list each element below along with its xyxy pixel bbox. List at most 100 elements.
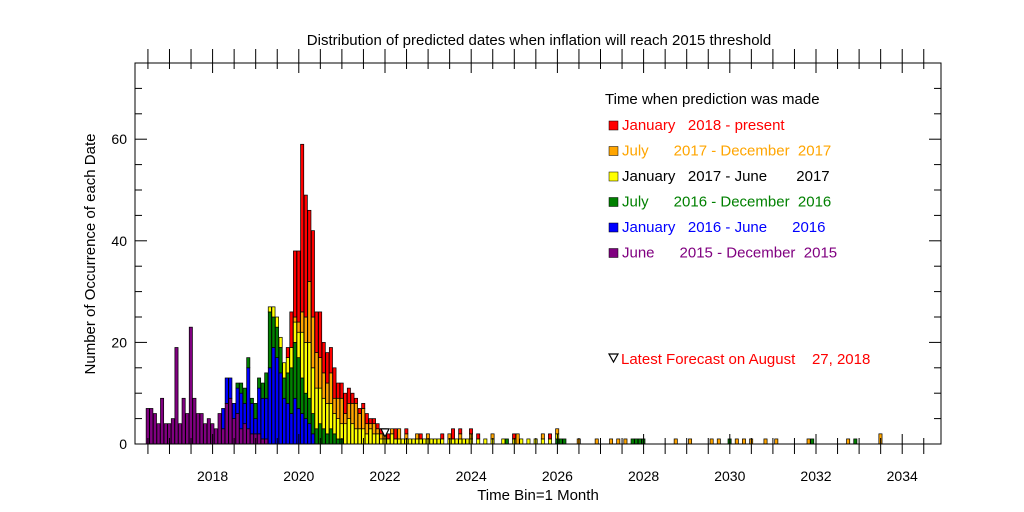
bar-series-5 — [361, 403, 366, 409]
bar-series-0 — [264, 438, 269, 445]
bar-series-4 — [350, 403, 355, 425]
bar-series-3 — [278, 336, 283, 348]
bar-series-4 — [310, 316, 315, 369]
bar-series-3 — [307, 342, 312, 399]
bar-series-4 — [368, 423, 373, 430]
bar-series-4 — [616, 438, 621, 445]
bar-series-3 — [386, 438, 391, 445]
bar-series-3 — [519, 438, 524, 445]
bar-series-5 — [285, 347, 290, 358]
bar-series-1 — [231, 403, 236, 419]
bar-series-5 — [418, 433, 423, 440]
bar-series-3 — [465, 438, 470, 445]
bar-series-1 — [221, 408, 226, 430]
bar-series-4 — [415, 433, 420, 440]
bar-series-4 — [361, 408, 366, 430]
bar-series-1 — [310, 433, 315, 445]
bar-series-1 — [235, 387, 240, 414]
legend: Time when prediction was made January 20… — [605, 91, 837, 262]
plot-frame — [134, 62, 942, 445]
bar-series-3 — [458, 438, 463, 445]
bar-series-4 — [594, 438, 599, 445]
bar-series-3 — [375, 433, 380, 445]
bar-series-5 — [368, 418, 373, 425]
bar-series-3 — [267, 306, 272, 313]
bar-series-5 — [476, 433, 481, 440]
bar-series-1 — [242, 403, 247, 425]
bar-series-4 — [742, 438, 746, 445]
legend-swatch — [608, 222, 619, 233]
bar-series-4 — [763, 438, 768, 445]
chart-title: Distribution of predicted dates when inf… — [307, 32, 771, 49]
bar-series-3 — [325, 403, 330, 435]
bar-series-3 — [310, 367, 315, 414]
bar-series-0 — [246, 428, 251, 445]
bar-series-0 — [221, 428, 226, 445]
legend-label: June 2015 - December 2015 — [622, 245, 837, 262]
bar-series-3 — [339, 423, 344, 440]
bar-series-2 — [296, 357, 301, 409]
bar-series-5 — [343, 392, 348, 414]
y-tick-label: 0 — [119, 436, 127, 452]
bar-series-4 — [307, 281, 312, 343]
bar-series-5 — [375, 423, 380, 430]
bar-series-5 — [469, 428, 473, 435]
bar-series-0 — [181, 397, 186, 445]
bar-series-5 — [300, 143, 305, 313]
legend-label: January 2017 - June 2017 — [622, 168, 830, 185]
legend-swatch — [608, 197, 619, 207]
bar-series-1 — [239, 392, 244, 430]
bar-series-4 — [397, 428, 402, 440]
bar-series-3 — [343, 423, 348, 445]
bar-series-0 — [160, 397, 165, 445]
bar-series-3 — [433, 438, 438, 445]
bar-series-0 — [239, 428, 244, 445]
bar-series-0 — [188, 326, 193, 445]
bar-series-4 — [515, 433, 520, 445]
bar-series-3 — [275, 316, 279, 328]
x-tick-label: 2020 — [283, 468, 314, 484]
bar-series-1 — [278, 372, 283, 445]
bar-series-3 — [368, 428, 373, 445]
bar-series-2 — [630, 438, 635, 445]
bar-series-3 — [540, 438, 545, 445]
bar-series-2 — [275, 326, 279, 358]
bar-series-4 — [354, 403, 358, 430]
x-tick-label: 2022 — [369, 468, 400, 484]
bar-series-4 — [774, 438, 779, 445]
bar-layer — [145, 143, 883, 445]
bar-series-3 — [285, 357, 290, 374]
bar-series-0 — [185, 413, 190, 445]
bar-series-5 — [386, 433, 391, 440]
bar-series-2 — [264, 372, 269, 399]
bar-series-3 — [300, 331, 305, 379]
bar-series-4 — [734, 438, 739, 445]
bar-series-2 — [257, 377, 262, 389]
bar-series-2 — [271, 316, 276, 348]
bar-series-3 — [332, 413, 337, 435]
bar-series-2 — [285, 372, 290, 404]
y-axis-label: Number of Occurrence of each Date — [82, 134, 99, 375]
bar-series-4 — [390, 428, 394, 435]
bar-series-5 — [372, 418, 376, 425]
bar-series-5 — [393, 428, 398, 440]
bar-series-1 — [275, 357, 279, 445]
bar-series-0 — [224, 403, 229, 445]
bar-series-2 — [260, 382, 265, 399]
axes-layer: 2018 2020 2022 2024 2026 2028 2030 2032 2034 0 20 4… — [111, 49, 942, 484]
legend-swatch — [608, 171, 619, 182]
bar-series-4 — [321, 372, 326, 399]
bar-series-4 — [339, 397, 344, 425]
bar-series-3 — [364, 433, 369, 445]
bar-series-5 — [307, 209, 312, 282]
bar-series-5 — [346, 387, 351, 404]
bar-series-2 — [321, 428, 326, 445]
bar-series-3 — [436, 438, 441, 445]
bar-series-1 — [249, 403, 254, 435]
bar-series-1 — [246, 367, 251, 430]
bar-series-3 — [336, 418, 341, 440]
bar-series-0 — [214, 428, 218, 445]
bar-series-0 — [149, 408, 154, 445]
bar-series-4 — [458, 433, 463, 440]
